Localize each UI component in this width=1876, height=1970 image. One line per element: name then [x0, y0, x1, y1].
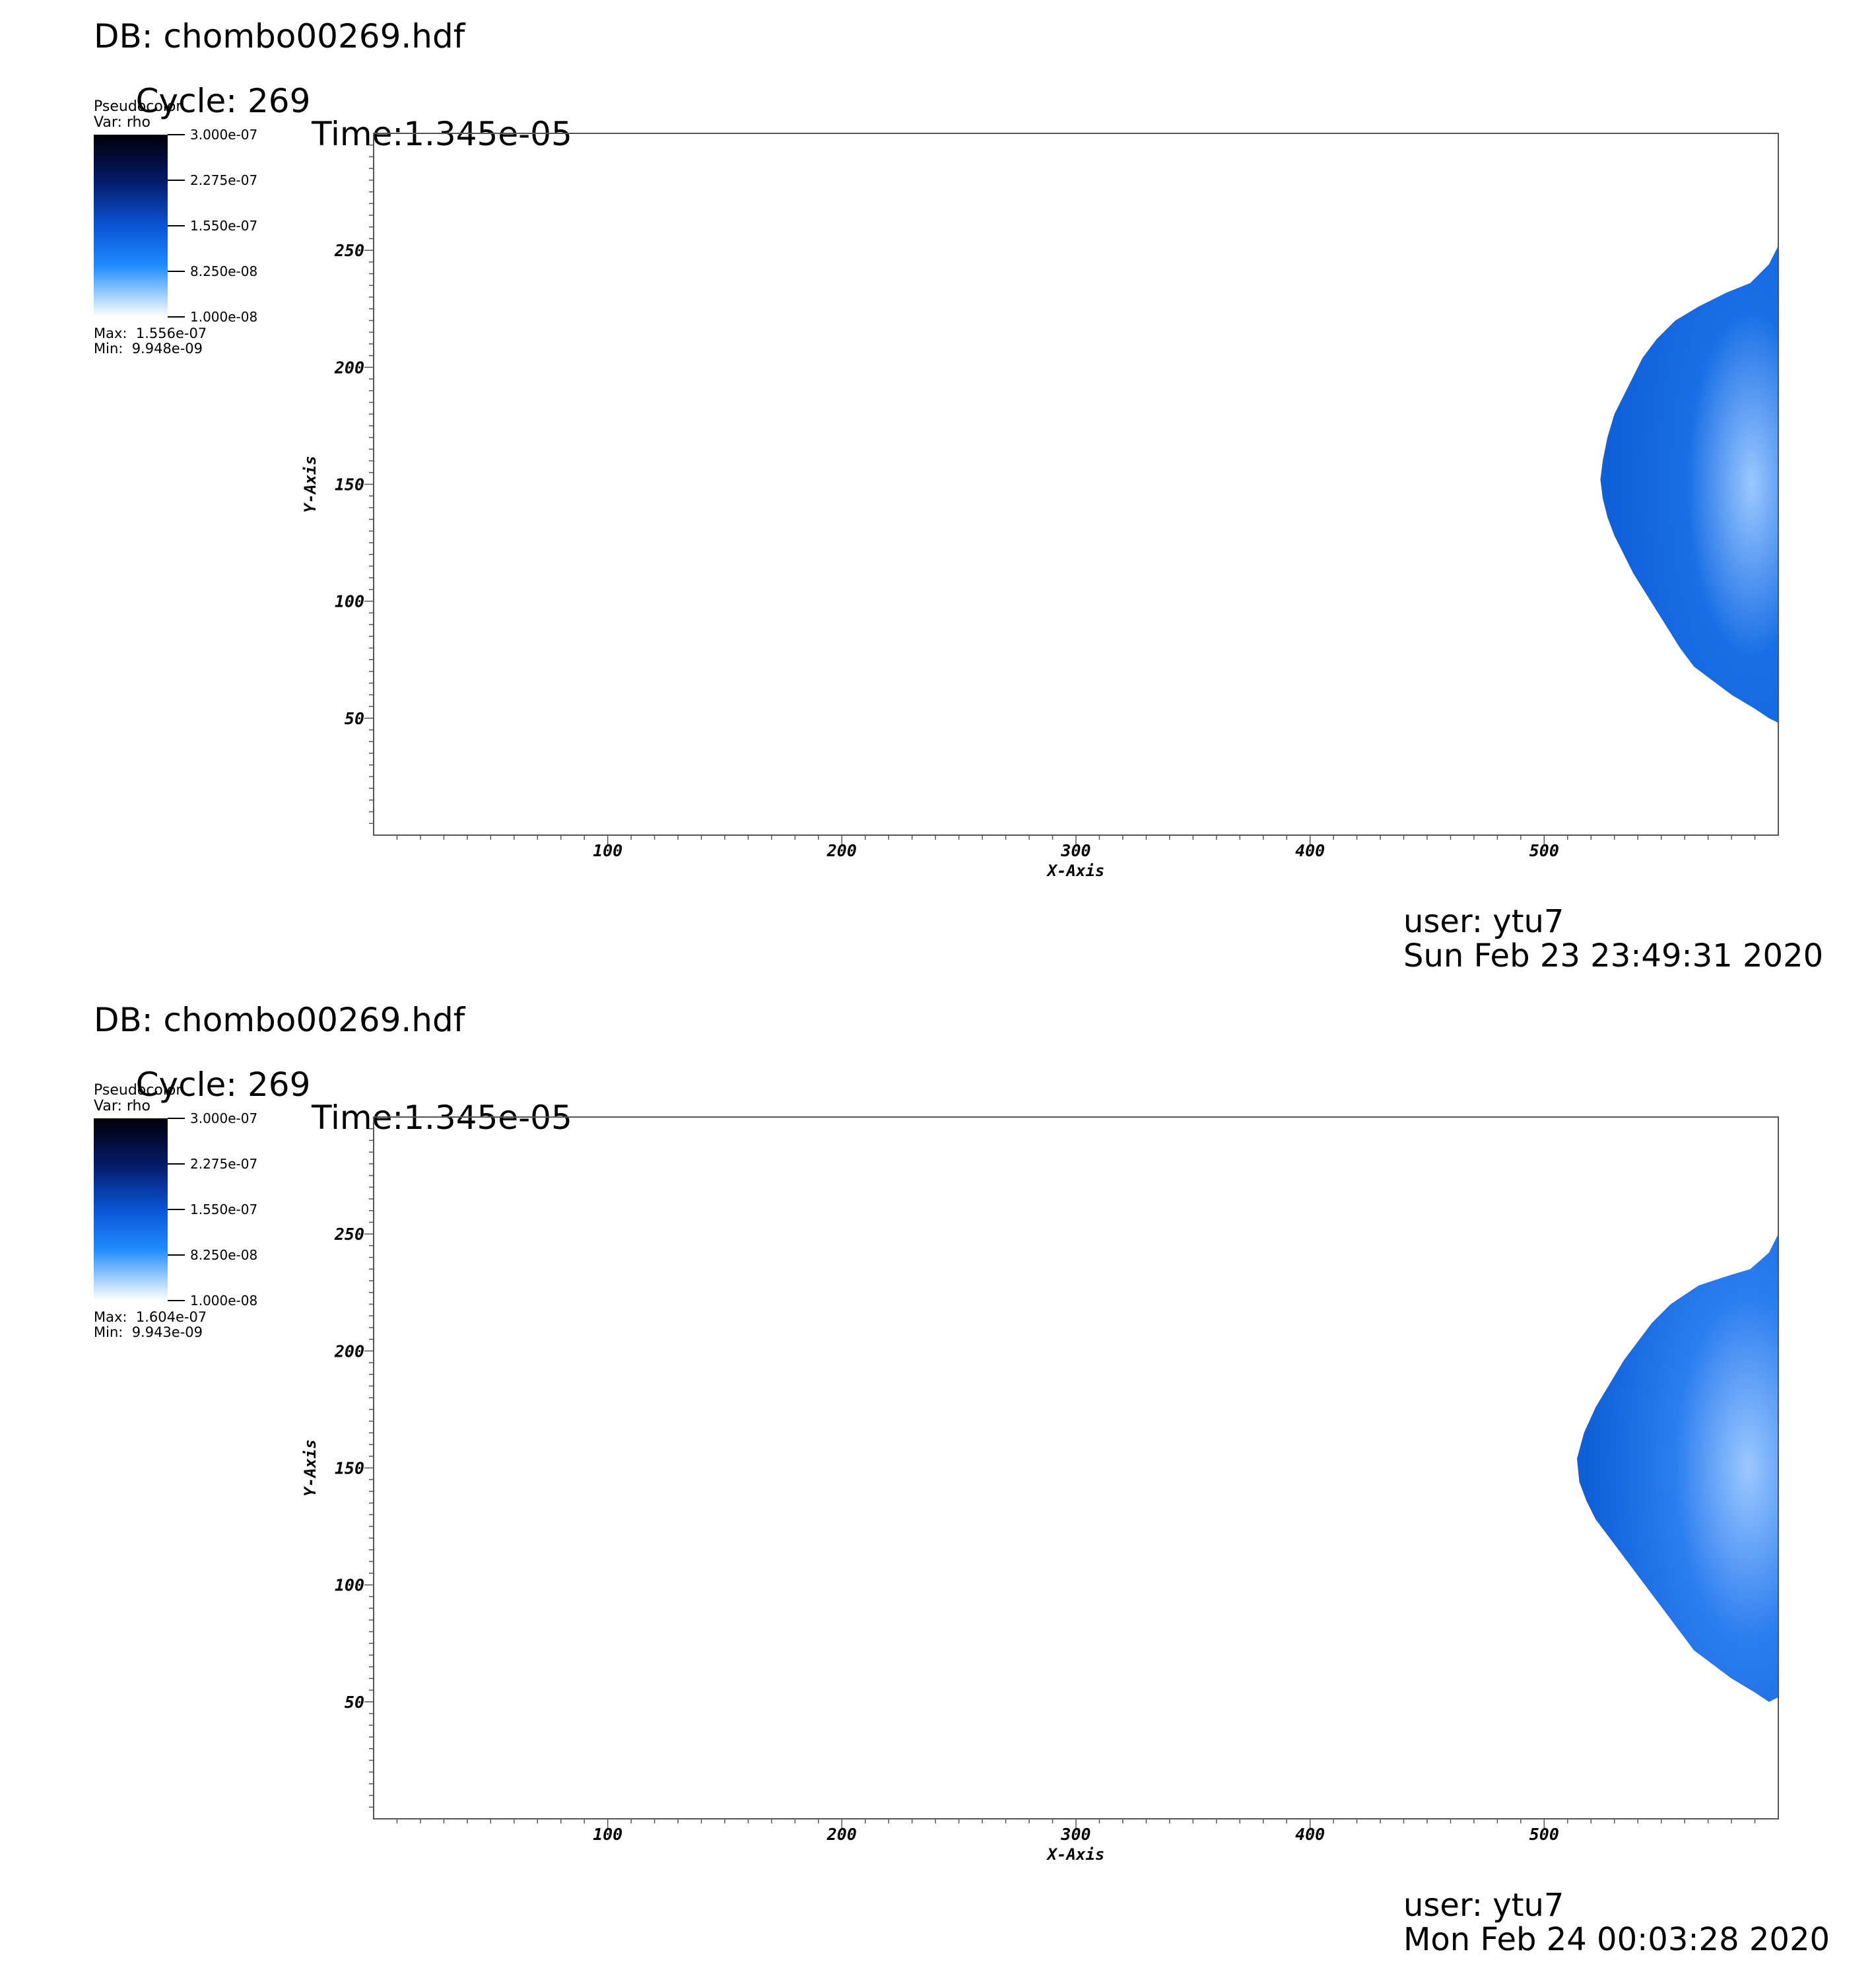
database-label: DB: chombo00269.hdf — [94, 1001, 465, 1039]
visit-panel-2: DB: chombo00269.hdf Cycle: 269 Time:1.34… — [0, 984, 1876, 1967]
legend-variable: Var: rho — [94, 114, 151, 131]
y-tick-label: 250 — [334, 1225, 364, 1244]
legend-min: Min: 9.943e-09 — [94, 1324, 203, 1340]
colorbar-tick — [168, 316, 185, 318]
colorbar-tick — [168, 1163, 185, 1165]
footer-date: Sun Feb 23 23:49:31 2020 — [1403, 937, 1824, 974]
y-axis-title: Y-Axis — [301, 456, 319, 513]
colorbar — [94, 1118, 168, 1301]
x-tick-label: 400 — [1295, 841, 1325, 860]
database-label: DB: chombo00269.hdf — [94, 17, 465, 55]
y-axis-title: Y-Axis — [301, 1439, 319, 1497]
x-tick-label: 100 — [593, 841, 622, 860]
y-tick-label: 200 — [334, 1342, 364, 1361]
y-tick-label: 100 — [335, 1576, 364, 1595]
plot-frame — [373, 1116, 1779, 1819]
colorbar-tick-label: 2.275e-07 — [190, 1156, 258, 1172]
colorbar-tick — [168, 271, 185, 272]
plot-frame — [373, 133, 1779, 836]
x-tick-label: 400 — [1295, 1825, 1325, 1844]
x-tick-label: 100 — [593, 1825, 622, 1844]
x-axis-title: X-Axis — [1046, 862, 1105, 880]
colorbar-tick-label: 8.250e-08 — [190, 1247, 258, 1263]
cycle-label: Cycle: 269 — [135, 1066, 311, 1104]
cycle-label: Cycle: 269 — [135, 82, 311, 120]
colorbar-tick-label: 1.000e-08 — [190, 309, 258, 325]
legend-plot-type: Pseudocolor — [94, 1082, 182, 1099]
colorbar-tick — [168, 180, 185, 181]
y-tick-label: 50 — [345, 709, 364, 728]
colorbar-tick-label: 1.550e-07 — [190, 1202, 258, 1217]
legend-plot-type: Pseudocolor — [94, 98, 182, 115]
colorbar-tick — [168, 1209, 185, 1210]
x-tick-label: 500 — [1529, 1825, 1559, 1844]
footer-user: user: ytu7 — [1403, 903, 1564, 940]
colorbar-tick-label: 3.000e-07 — [190, 1110, 258, 1126]
y-tick-label: 150 — [335, 475, 364, 494]
legend-max: Max: 1.556e-07 — [94, 325, 207, 341]
x-tick-label: 500 — [1529, 841, 1559, 860]
colorbar — [94, 135, 168, 317]
x-tick-label: 200 — [826, 1825, 857, 1844]
x-tick-label: 200 — [826, 841, 857, 860]
colorbar-tick — [168, 1300, 185, 1301]
colorbar-tick-label: 8.250e-08 — [190, 263, 258, 279]
colorbar-tick-label: 1.550e-07 — [190, 218, 258, 234]
colorbar-tick-label: 3.000e-07 — [190, 127, 258, 143]
colorbar-tick-label: 1.000e-08 — [190, 1293, 258, 1308]
density-region — [1600, 246, 1778, 723]
colorbar-tick — [168, 1118, 185, 1119]
y-tick-label: 150 — [335, 1459, 364, 1478]
colorbar-tick — [168, 134, 185, 135]
x-tick-label: 300 — [1060, 1825, 1090, 1844]
legend-max: Max: 1.604e-07 — [94, 1309, 207, 1325]
legend-min: Min: 9.948e-09 — [94, 341, 203, 357]
footer-date: Mon Feb 24 00:03:28 2020 — [1403, 1921, 1830, 1958]
x-axis-title: X-Axis — [1046, 1845, 1105, 1864]
pseudocolor-plot: 100 200 300 400 500 50 100 150 200 250 X-Axis Y-Axi… — [301, 133, 1779, 880]
y-tick-label: 50 — [345, 1693, 364, 1712]
density-region — [1576, 1234, 1778, 1702]
colorbar-tick — [168, 225, 185, 226]
footer-user: user: ytu7 — [1403, 1887, 1564, 1924]
pseudocolor-plot: 100 200 300 400 500 50 100 150 200 250 X-Axis Y-Axi… — [301, 1116, 1779, 1864]
colorbar-tick-label: 2.275e-07 — [190, 172, 258, 188]
x-tick-label: 300 — [1060, 841, 1090, 860]
y-tick-label: 100 — [335, 592, 364, 611]
colorbar-tick — [168, 1254, 185, 1256]
y-tick-label: 250 — [334, 241, 364, 260]
y-tick-label: 200 — [334, 358, 364, 377]
visit-panel-1: DB: chombo00269.hdf Cycle: 269 Time:1.34… — [0, 0, 1876, 984]
legend-variable: Var: rho — [94, 1098, 151, 1114]
